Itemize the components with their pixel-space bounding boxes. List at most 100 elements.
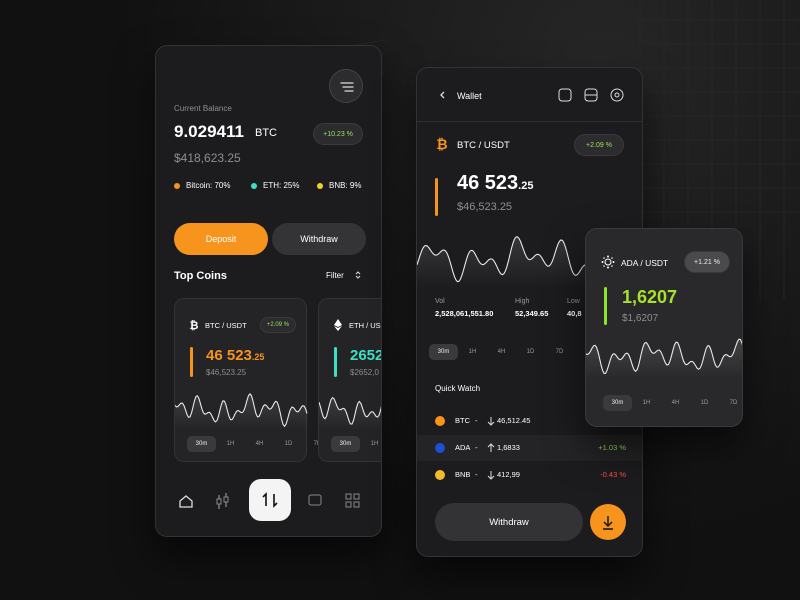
sparkline <box>175 393 308 430</box>
fiat: $2652,0 <box>350 368 379 377</box>
btc-icon: ₿ <box>190 320 199 331</box>
timeframe[interactable]: 1D <box>700 400 709 406</box>
accent-bar <box>334 347 337 377</box>
balance-unit: BTC <box>255 127 277 139</box>
change: +1.03 % <box>598 443 626 452</box>
timeframe[interactable]: 4H <box>497 349 506 355</box>
filter[interactable]: Filter <box>326 271 344 280</box>
stat-label: Vol <box>435 298 445 305</box>
timeframes: 30m 1H 4H 1D 7D <box>187 436 332 452</box>
timeframe[interactable]: 1D <box>284 441 293 447</box>
accent-bar <box>435 178 438 216</box>
quick-watch-row[interactable]: ADA - 1,6833 +1.03 % <box>417 435 642 461</box>
timeframe[interactable]: 1H <box>468 349 477 355</box>
section-title: Top Coins <box>174 270 227 282</box>
coin-card[interactable]: ₿ BTC / USDT +2.09 % 46 523.25 $46,523.2… <box>174 298 321 462</box>
balance: 9.029411 <box>174 122 244 141</box>
timeframe[interactable]: 7D <box>303 436 332 452</box>
price: 2652 <box>350 347 382 364</box>
svg-text:₿: ₿ <box>436 136 447 152</box>
timeframe[interactable]: 30m <box>331 436 360 452</box>
filter-icon <box>355 271 361 279</box>
price: 46 523.25 <box>206 347 264 364</box>
legend-dot <box>174 183 180 189</box>
stat-value: 2,528,061,551.80 <box>435 309 494 318</box>
wallet-screen: Wallet ₿ BTC / USDT +2.09 % 46 523.25 $4… <box>416 67 643 557</box>
change: +1.21 % <box>684 251 730 273</box>
timeframe[interactable]: 7D <box>555 349 564 355</box>
ada-icon <box>601 255 615 269</box>
price: 1,6207 <box>622 287 678 307</box>
timeframe[interactable]: 1H <box>370 441 379 447</box>
balance-fiat: $418,623.25 <box>174 151 241 165</box>
pair: ADA / USDT <box>621 258 669 268</box>
legend-label: ETH: 25% <box>263 181 300 190</box>
accent-bar <box>604 287 607 325</box>
balance-change: +10.23 % <box>313 123 363 145</box>
timeframe[interactable]: 4H <box>255 441 264 447</box>
withdraw-button[interactable]: Withdraw <box>272 223 366 255</box>
quick-watch-title: Quick Watch <box>435 384 481 393</box>
stat-value: 52,349.65 <box>515 309 549 318</box>
fiat: $46,523.25 <box>457 201 513 213</box>
change: -0.43 % <box>600 470 626 479</box>
timeframe[interactable]: 1H <box>226 441 235 447</box>
download-icon <box>603 516 613 530</box>
stat-label: Low <box>567 298 580 305</box>
price-int: 46 523 <box>206 347 252 364</box>
fiat: $46,523.25 <box>206 368 247 377</box>
price-int: 46 523 <box>457 172 519 194</box>
allocation: Bitcoin: 70% ETH: 25% BNB: 9% <box>174 181 374 193</box>
timeframes: 30m 1H 4H 1D 7D <box>603 395 742 411</box>
symbol: BNB <box>455 470 471 479</box>
down-arrow <box>487 471 495 480</box>
timeframe[interactable]: 30m <box>187 436 216 452</box>
btc-icon: ₿ <box>436 136 447 152</box>
symbol: BTC <box>455 416 470 425</box>
timeframes: 30m 1H 4H 1D 7D <box>429 344 574 360</box>
coin-card[interactable]: ETH / USDT 2652 $2652,0 30m 1H <box>318 298 382 462</box>
accent-bar <box>190 347 193 377</box>
header-icons <box>440 88 624 102</box>
divider <box>417 121 642 122</box>
stat-value: 40,8 <box>567 309 582 318</box>
timeframe[interactable]: 7D <box>729 400 738 406</box>
menu-button[interactable] <box>329 69 363 103</box>
legend-label: BNB: 9% <box>329 181 362 190</box>
sparkline <box>586 338 742 379</box>
ada-card[interactable]: ADA / USDT +1.21 % 1,6207 $1,6207 30m 1H 4… <box>585 228 743 427</box>
sparkline <box>319 396 381 430</box>
legend-dot <box>317 183 323 189</box>
timeframe[interactable]: 1D <box>526 349 535 355</box>
separator: - <box>475 416 478 425</box>
separator: - <box>475 470 478 479</box>
svg-text:₿: ₿ <box>190 320 199 331</box>
title: Wallet <box>457 91 482 101</box>
balance-label: Current Balance <box>174 104 232 113</box>
eth-icon <box>334 319 342 331</box>
balance-screen: Current Balance 9.029411 BTC +10.23 % $4… <box>155 45 382 537</box>
timeframe[interactable]: 30m <box>603 395 632 411</box>
download-button[interactable] <box>590 504 626 540</box>
quick-watch-row[interactable]: BNB - 412,99 -0.43 % <box>417 462 642 488</box>
fiat: $1,6207 <box>622 313 659 324</box>
quick-watch-row[interactable]: BTC - 46,512.45 <box>417 408 642 434</box>
change: +2.09 % <box>574 134 624 156</box>
pair: BTC / USDT <box>205 321 247 330</box>
timeframe[interactable]: 1H <box>642 400 651 406</box>
timeframe[interactable]: 30m <box>429 344 458 360</box>
timeframe[interactable]: 4H <box>671 400 680 406</box>
menu-icon <box>340 82 354 92</box>
price: 1,6833 <box>497 443 520 452</box>
pair: ETH / USDT <box>349 321 381 330</box>
change: +2.09 % <box>260 317 296 333</box>
deposit-button[interactable]: Deposit <box>174 223 268 255</box>
bottom-nav <box>179 479 360 521</box>
separator: - <box>475 443 478 452</box>
symbol: ADA <box>455 443 471 452</box>
legend-dot <box>251 183 257 189</box>
coin-icon <box>435 443 445 453</box>
down-arrow <box>487 417 495 426</box>
withdraw-button[interactable]: Withdraw <box>435 503 583 541</box>
